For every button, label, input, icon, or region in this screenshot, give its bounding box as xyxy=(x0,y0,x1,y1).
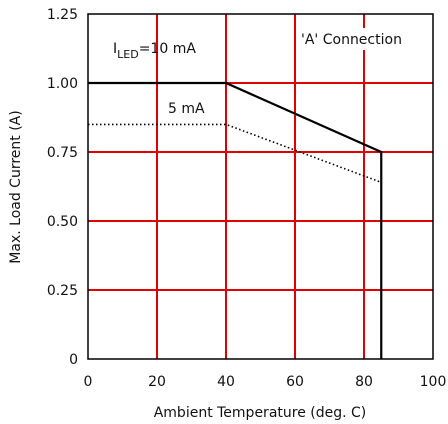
annotation-iled-prefix: I xyxy=(113,41,117,57)
series-layer xyxy=(88,81,383,359)
annotation-iled-10ma: ILED=10 mA xyxy=(113,41,196,61)
x-tick-label: 80 xyxy=(355,374,373,390)
connection-label-background xyxy=(296,28,431,50)
annotation-connection: 'A' Connection xyxy=(301,32,402,48)
x-tick-label: 40 xyxy=(217,374,235,390)
tick-labels: 0 20 40 60 80 100 0 0.25 0.50 0.75 1.00 1.25 xyxy=(47,7,447,390)
y-tick-label: 1.00 xyxy=(47,76,78,92)
annotation-iled-subscript: LED xyxy=(117,48,139,61)
plot-frame xyxy=(87,13,434,360)
y-tick-label: 0.75 xyxy=(47,145,78,161)
series-line-2 xyxy=(88,123,382,184)
annotation-iled-value: =10 mA xyxy=(139,41,197,57)
x-axis-label: Ambient Temperature (deg. C) xyxy=(154,405,367,421)
y-tick-label: 1.25 xyxy=(47,7,78,23)
x-tick-label: 0 xyxy=(84,374,93,390)
x-tick-label: 60 xyxy=(286,374,304,390)
y-tick-label: 0.25 xyxy=(47,283,78,299)
series-line-1 xyxy=(88,81,383,359)
x-tick-label: 20 xyxy=(148,374,166,390)
y-tick-label: 0.50 xyxy=(47,214,78,230)
x-tick-label: 100 xyxy=(420,374,447,390)
y-axis-label: Max. Load Current (A) xyxy=(8,110,24,263)
y-tick-label: 0 xyxy=(69,352,78,368)
annotation-5ma: 5 mA xyxy=(168,101,205,117)
